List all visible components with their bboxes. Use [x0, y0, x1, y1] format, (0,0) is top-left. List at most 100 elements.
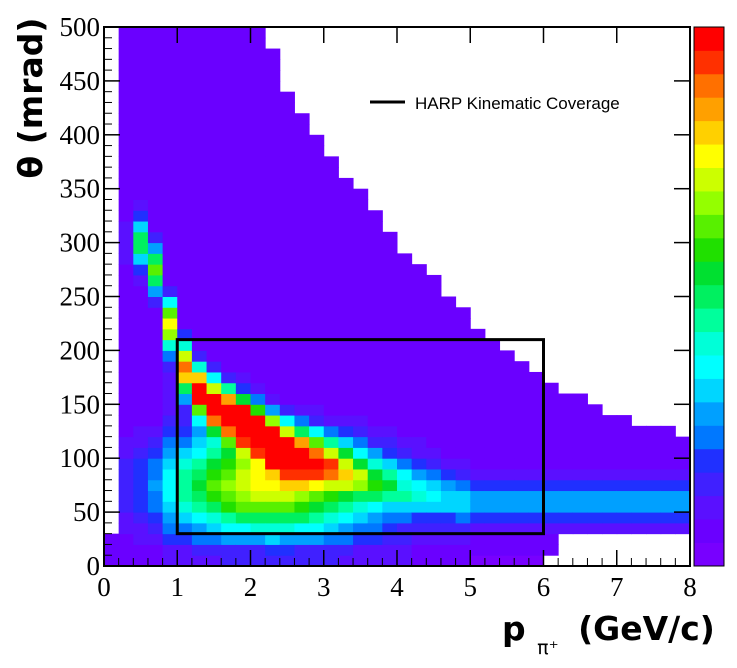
heatmap-cell: [250, 339, 266, 351]
heatmap-cell: [118, 307, 134, 319]
heatmap-cell: [514, 458, 530, 470]
heatmap-cell: [397, 544, 413, 556]
heatmap-cell: [235, 307, 251, 319]
heatmap-cell: [235, 102, 251, 114]
heatmap-cell: [455, 544, 471, 556]
heatmap-cell: [411, 458, 427, 470]
heatmap-cell: [177, 210, 193, 222]
heatmap-cell: [631, 512, 647, 524]
heatmap-cell: [323, 318, 339, 330]
heatmap-cell: [147, 27, 164, 39]
heatmap-cell: [191, 91, 208, 103]
heatmap-cell: [309, 253, 325, 265]
heatmap-cell: [367, 447, 383, 459]
x-tick-label: 4: [390, 572, 404, 602]
heatmap-cell: [177, 328, 193, 341]
heatmap-cell: [528, 544, 544, 556]
heatmap-cell: [177, 512, 193, 524]
heatmap-cell: [162, 490, 178, 502]
heatmap-cell: [118, 124, 134, 136]
heatmap-cell: [294, 113, 310, 125]
heatmap-cell: [602, 479, 618, 492]
heatmap-cell: [147, 80, 164, 93]
heatmap-cell: [191, 59, 208, 71]
heatmap-cell: [191, 350, 208, 362]
heatmap-cell: [162, 447, 178, 459]
heatmap-cell: [616, 501, 632, 513]
heatmap-cell: [455, 328, 471, 341]
heatmap-cell: [279, 318, 295, 330]
heatmap-cell: [528, 522, 544, 535]
heatmap-cell: [221, 156, 237, 168]
heatmap-cell: [616, 447, 632, 459]
heatmap-cell: [411, 555, 427, 567]
heatmap-cell: [426, 285, 442, 297]
heatmap-cell: [397, 479, 413, 492]
heatmap-cell: [514, 436, 530, 448]
colorbar-swatch: [694, 308, 724, 333]
heatmap-cell: [191, 27, 208, 39]
heatmap-cell: [250, 27, 266, 39]
heatmap-cell: [309, 447, 325, 459]
heatmap-cell: [162, 70, 178, 82]
heatmap-cell: [206, 436, 222, 448]
heatmap-cell: [587, 425, 603, 438]
heatmap-cell: [118, 490, 134, 502]
heatmap-cell: [133, 48, 149, 60]
heatmap-cell: [309, 339, 325, 351]
heatmap-cell: [382, 371, 398, 384]
heatmap-cell: [162, 156, 178, 168]
heatmap-cell: [133, 113, 149, 125]
heatmap-cell: [294, 253, 310, 265]
heatmap-cell: [162, 425, 178, 438]
heatmap-cell: [309, 210, 325, 222]
heatmap-cell: [191, 371, 208, 384]
heatmap-cell: [191, 447, 208, 459]
heatmap-cell: [221, 253, 237, 265]
heatmap-cell: [338, 339, 354, 351]
heatmap-cell: [426, 544, 442, 556]
heatmap-cell: [602, 501, 618, 513]
heatmap-cell: [133, 156, 149, 168]
heatmap-cell: [426, 318, 442, 330]
heatmap-cell: [177, 274, 193, 287]
heatmap-cell: [426, 415, 442, 427]
colorbar: [693, 26, 725, 567]
heatmap-cell: [235, 296, 251, 308]
heatmap-cell: [558, 436, 574, 448]
heatmap-cell: [177, 199, 193, 211]
heatmap-cell: [353, 253, 369, 265]
heatmap-cell: [235, 501, 251, 513]
heatmap-cell: [221, 124, 237, 136]
heatmap-cell: [162, 339, 178, 351]
heatmap-cell: [455, 479, 471, 492]
heatmap-cell: [323, 404, 339, 416]
heatmap-cell: [162, 199, 178, 211]
heatmap-cell: [162, 231, 178, 244]
heatmap-cell: [265, 371, 281, 384]
heatmap-cell: [104, 544, 120, 556]
heatmap-cell: [147, 102, 164, 114]
heatmap-cell: [587, 501, 603, 513]
heatmap-cell: [455, 339, 471, 351]
heatmap-cell: [221, 37, 237, 50]
heatmap-cell: [118, 264, 134, 276]
heatmap-cell: [206, 134, 222, 147]
colorbar-swatch: [694, 542, 724, 567]
colorbar-swatch: [694, 284, 724, 309]
heatmap-cell: [528, 468, 544, 481]
colorbar-swatch: [694, 50, 724, 75]
heatmap-cell: [279, 361, 295, 373]
heatmap-cell: [265, 80, 281, 93]
legend-label: HARP Kinematic Coverage: [415, 94, 620, 113]
heatmap-cell: [265, 479, 281, 492]
heatmap-cell: [646, 468, 662, 481]
heatmap-cell: [206, 350, 222, 362]
heatmap-cell: [543, 404, 559, 416]
heatmap-cell: [499, 415, 515, 427]
heatmap-cell: [470, 393, 486, 405]
heatmap-cell: [221, 48, 237, 60]
heatmap-cell: [367, 221, 383, 233]
heatmap-cell: [177, 134, 193, 147]
heatmap-cell: [470, 512, 486, 524]
